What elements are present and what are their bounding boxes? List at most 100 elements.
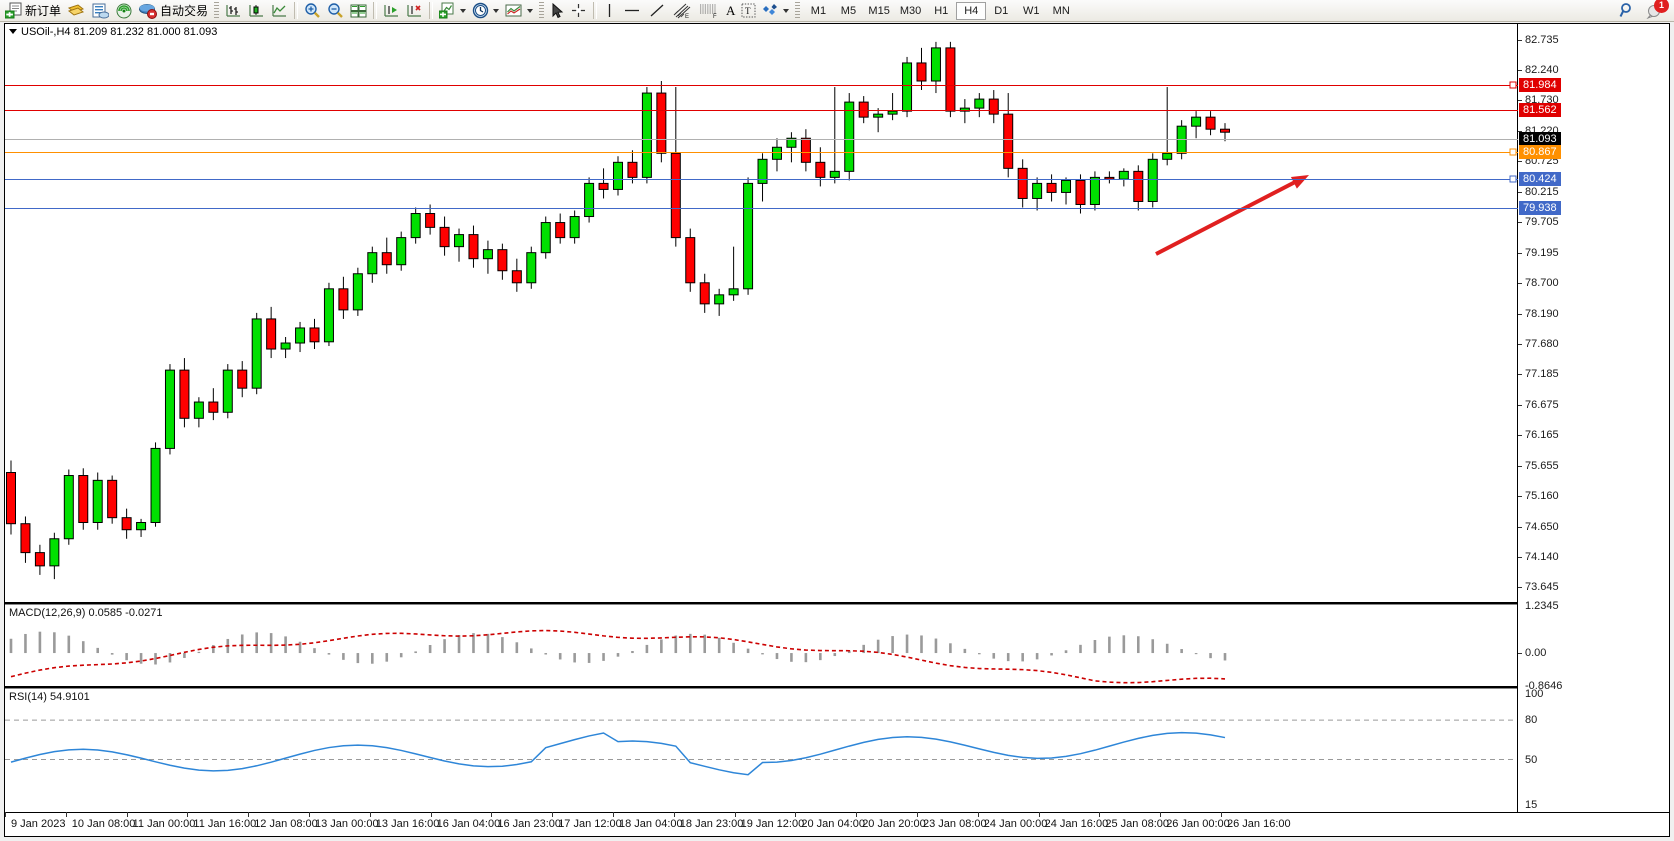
macd-tick: -0.8646 (1525, 680, 1563, 692)
price-tag-resistance-upper[interactable]: 81.984 (1519, 77, 1561, 92)
price-tick: 77.680 (1518, 338, 1559, 350)
search-button[interactable] (1619, 2, 1636, 19)
bar-chart-button[interactable] (222, 1, 245, 21)
notification-button[interactable]: 1 (1646, 0, 1669, 19)
new-order-button[interactable]: 新订单 (2, 1, 64, 21)
hline-button[interactable] (619, 1, 645, 21)
time-tick: 19 Jan 12:00 (734, 812, 805, 830)
candle (786, 137, 797, 148)
timeframe-w1[interactable]: W1 (1022, 4, 1040, 17)
objects-button[interactable] (759, 1, 792, 21)
tile-windows-button[interactable] (347, 1, 370, 21)
chart-shift-button[interactable] (380, 1, 403, 21)
data-window-button[interactable] (112, 1, 136, 21)
cursor-button[interactable] (547, 1, 567, 21)
pane-divider-macd[interactable] (5, 602, 1666, 605)
indicators-icon (439, 2, 454, 19)
candle (280, 342, 291, 350)
chevron-down-icon-4[interactable] (783, 8, 790, 13)
candle (136, 521, 147, 531)
chart-window[interactable]: USOil-,H4 81.209 81.232 81.000 81.093 MA… (4, 23, 1670, 837)
rsi-line (10, 731, 1226, 776)
equidistant-channel-button[interactable]: E (669, 1, 695, 21)
candle (107, 479, 118, 519)
candle (121, 517, 132, 531)
candlestick-chart-button[interactable] (245, 1, 268, 21)
rsi-series (5, 719, 1518, 776)
level-line-resistance-upper[interactable] (5, 84, 1518, 86)
templates-button[interactable] (502, 1, 536, 21)
zoom-in-button[interactable] (301, 1, 324, 21)
level-line-last-price[interactable] (5, 138, 1518, 140)
price-tag-resistance-lower[interactable]: 81.562 (1519, 103, 1561, 118)
chart-shift-icon (384, 5, 399, 17)
level-handle-support-upper[interactable] (1509, 175, 1517, 183)
text-label-button[interactable]: T (738, 1, 759, 21)
level-line-support-lower[interactable] (5, 208, 1518, 210)
price-axis[interactable]: 82.73582.24081.73081.22080.72580.21579.7… (1517, 24, 1669, 812)
candle (381, 252, 392, 266)
macd-pane[interactable] (5, 606, 1518, 686)
chevron-down-icon-2[interactable] (493, 8, 500, 13)
symbol-dropdown-icon[interactable] (9, 29, 17, 34)
candle (266, 318, 277, 350)
timeframe-m15[interactable]: M15 (868, 4, 890, 17)
price-tag-support-lower[interactable]: 79.938 (1519, 201, 1561, 216)
bar-chart-icon (226, 5, 241, 17)
candle (1032, 182, 1043, 199)
price-tag-pivot[interactable]: 80.867 (1519, 145, 1561, 160)
candle (49, 538, 60, 567)
price-tag-support-upper[interactable]: 80.424 (1519, 171, 1561, 186)
period-button[interactable] (469, 1, 502, 21)
indicators-button[interactable] (436, 1, 469, 21)
price-pane[interactable] (5, 25, 1518, 602)
chevron-down-icon[interactable] (460, 8, 467, 13)
auto-scroll-button[interactable] (403, 1, 426, 21)
pane-divider-rsi[interactable] (5, 686, 1666, 689)
timeframe-d1[interactable]: D1 (994, 4, 1009, 17)
candle (1133, 170, 1144, 202)
timeframe-m5[interactable]: M5 (840, 4, 857, 17)
level-handle-resistance-upper[interactable] (1509, 81, 1517, 89)
line-chart-button[interactable] (268, 1, 291, 21)
timeframe-m30[interactable]: M30 (899, 4, 922, 17)
toolbar-grip-2[interactable] (539, 2, 545, 19)
candle (482, 249, 493, 260)
crosshair-icon (572, 4, 586, 17)
level-handle-pivot[interactable] (1509, 148, 1517, 156)
candle (1220, 128, 1230, 133)
rsi-pane[interactable] (5, 690, 1518, 812)
time-tick: 18 Jan 04:00 (613, 812, 683, 830)
candle (251, 318, 262, 389)
level-line-support-upper[interactable] (5, 178, 1518, 180)
toolbar-grip[interactable] (214, 2, 220, 19)
profiles-button[interactable] (64, 1, 88, 21)
toolbar-separator (294, 2, 299, 19)
price-tag-last-price[interactable]: 81.093 (1519, 131, 1561, 146)
crosshair-button[interactable] (567, 1, 590, 21)
timeframe-h1[interactable]: H1 (934, 4, 949, 17)
candle (699, 282, 710, 305)
timeframe-mn[interactable]: MN (1052, 4, 1070, 17)
time-axis[interactable]: 9 Jan 2023 10 Jan 08:00 11 Jan 00:00 11 Jan… (4, 812, 1669, 836)
level-line-resistance-lower[interactable] (5, 110, 1518, 112)
trendline-button[interactable] (645, 1, 669, 21)
auto-trading-button[interactable]: 自动交易 (136, 1, 211, 21)
level-line-pivot[interactable] (5, 152, 1518, 154)
toolbar-grip-3[interactable] (795, 2, 801, 19)
market-watch-button[interactable] (88, 1, 112, 21)
timeframe-m1[interactable]: M1 (810, 4, 827, 17)
fibonacci-button[interactable]: F (695, 1, 723, 21)
candle (1162, 152, 1173, 160)
cursor-icon (552, 2, 564, 18)
candle (439, 226, 450, 248)
vline-button[interactable] (600, 1, 619, 21)
zoom-out-button[interactable] (324, 1, 347, 21)
timeframe-h4[interactable]: H4 (956, 1, 987, 20)
chevron-down-icon-3[interactable] (527, 8, 534, 13)
text-button[interactable]: A (723, 1, 738, 21)
candle (555, 222, 566, 239)
chart-annotations[interactable] (5, 25, 1518, 602)
candle (92, 479, 103, 523)
candle (468, 234, 479, 260)
